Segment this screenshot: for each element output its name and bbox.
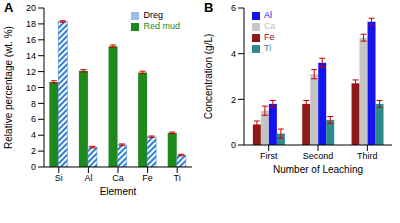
svg-text:10: 10 [26, 83, 36, 93]
svg-text:20: 20 [26, 3, 36, 13]
svg-text:Third: Third [357, 151, 378, 161]
svg-text:2: 2 [31, 146, 36, 156]
svg-text:Concentration (g/L): Concentration (g/L) [203, 34, 214, 120]
html-text:Al: Al [264, 10, 272, 20]
svg-text:12: 12 [26, 67, 36, 77]
html-text:Dreg: Dreg [143, 10, 163, 20]
svg-text:Al: Al [84, 173, 92, 183]
svg-text:Second: Second [303, 151, 334, 161]
svg-text:0: 0 [231, 140, 236, 150]
svg-text:8: 8 [31, 99, 36, 109]
svg-text:14: 14 [26, 51, 36, 61]
svg-text:4: 4 [231, 49, 236, 59]
svg-text:Ti: Ti [174, 173, 181, 183]
svg-text:Element: Element [100, 186, 137, 197]
html-text:Ca: Ca [264, 21, 276, 31]
svg-text:18: 18 [26, 19, 36, 29]
svg-text:First: First [260, 151, 278, 161]
svg-text:Relative percentage (wt. %): Relative percentage (wt. %) [8, 26, 14, 149]
svg-text:Si: Si [55, 173, 63, 183]
html-text:Fe: Fe [264, 32, 275, 42]
svg-text:4: 4 [31, 130, 36, 140]
svg-text:Ca: Ca [112, 173, 124, 183]
svg-text:0: 0 [31, 162, 36, 172]
svg-text:6: 6 [31, 114, 36, 124]
html-text:Ti: Ti [264, 43, 272, 53]
html-text:B: B [204, 0, 214, 15]
svg-text:16: 16 [26, 35, 36, 45]
svg-text:Fe: Fe [142, 173, 153, 183]
html-text:Red mud: Red mud [143, 21, 180, 31]
html-text:A: A [4, 0, 14, 15]
svg-text:Number of Leaching: Number of Leaching [273, 164, 363, 175]
svg-text:2: 2 [231, 95, 236, 105]
svg-text:6: 6 [231, 3, 236, 13]
